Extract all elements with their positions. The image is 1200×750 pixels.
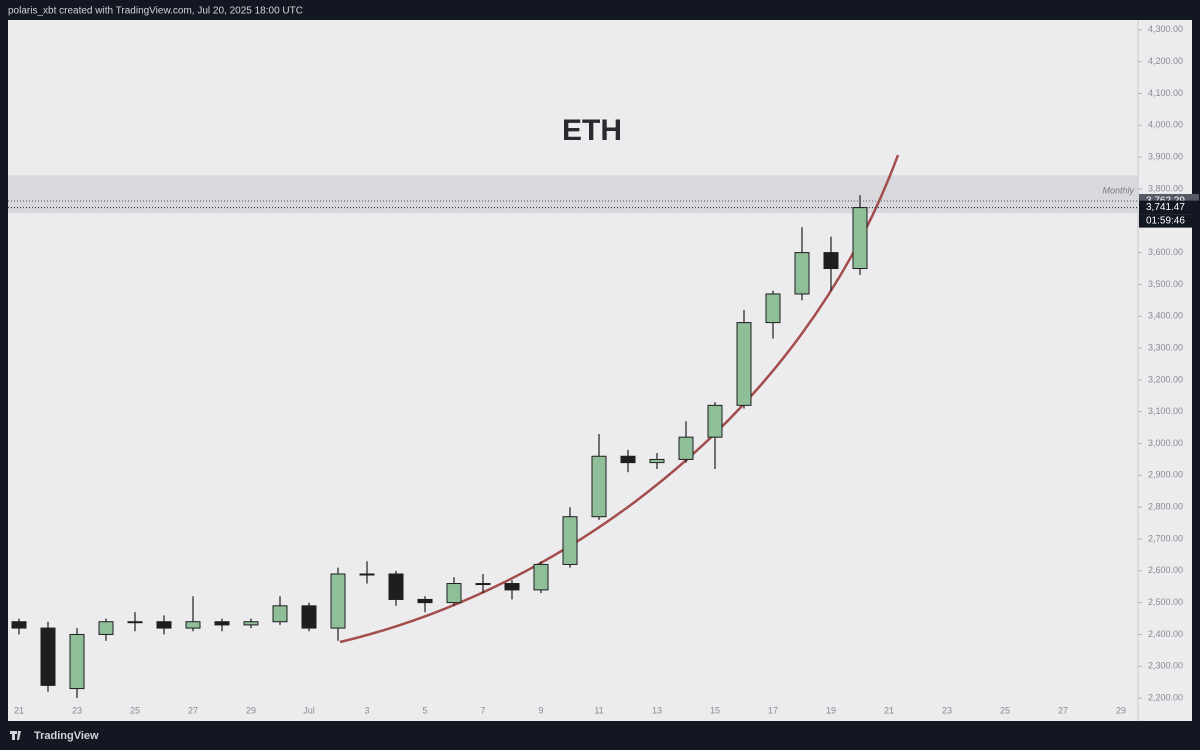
y-tick-label: 4,200.00 (1148, 56, 1183, 66)
x-tick-label: Jul (303, 705, 315, 715)
resistance-zone (8, 175, 1138, 214)
candle-body (794, 252, 810, 295)
candle-body (765, 293, 781, 324)
y-tick-label: 3,100.00 (1148, 406, 1183, 416)
candle-body (562, 516, 578, 565)
candle-body (243, 621, 259, 626)
footer-brand: TradingView (34, 730, 99, 742)
candle-body (301, 605, 317, 629)
x-tick-label: 9 (538, 705, 543, 715)
plot-background (8, 20, 1192, 721)
candle-body (533, 563, 549, 591)
countdown-tag (1139, 214, 1199, 228)
y-tick-label: 2,800.00 (1148, 502, 1183, 512)
y-tick-label: 3,400.00 (1148, 311, 1183, 321)
candle-body (272, 605, 288, 623)
price-tag-label: 3,741.47 (1146, 202, 1185, 213)
x-tick-label: 23 (942, 705, 952, 715)
candle-body (330, 573, 346, 629)
x-tick-label: 25 (1000, 705, 1010, 715)
chart-layer: 2,200.00 2,300.00 2,400.00 2,500.00 2,600.00… (8, 24, 1199, 715)
candle-body (417, 598, 433, 604)
candle-body (707, 404, 723, 438)
y-tick-label: 3,500.00 (1148, 279, 1183, 289)
x-tick-label: 27 (1058, 705, 1068, 715)
candle-body (69, 633, 85, 690)
candle-body (40, 627, 56, 686)
candle-body (359, 573, 375, 576)
y-tick-label: 3,600.00 (1148, 247, 1183, 257)
x-tick-label: 3 (364, 705, 369, 715)
x-tick-label: 21 (884, 705, 894, 715)
candle-body (620, 455, 636, 464)
x-tick-label: 27 (188, 705, 198, 715)
x-tick-label: 5 (422, 705, 427, 715)
parabolic-curve (339, 154, 900, 644)
y-tick-label: 2,200.00 (1148, 692, 1183, 702)
x-tick-label: 19 (826, 705, 836, 715)
x-tick-label: 25 (130, 705, 140, 715)
y-tick-label: 3,300.00 (1148, 342, 1183, 352)
x-tick-label: 29 (1116, 705, 1126, 715)
x-tick-label: 21 (14, 705, 24, 715)
x-tick-label: 7 (480, 705, 485, 715)
candle-body (98, 621, 114, 635)
candle-body (185, 621, 201, 629)
candle-body (127, 621, 143, 624)
candle-body (678, 436, 694, 460)
x-tick-label: 13 (652, 705, 662, 715)
candle-body (649, 458, 665, 464)
candle-body (156, 621, 172, 629)
price-line-name: Monthly (1102, 185, 1134, 195)
y-tick-label: 4,100.00 (1148, 88, 1183, 98)
x-tick-label: 11 (594, 705, 603, 715)
y-tick-label: 4,000.00 (1148, 120, 1183, 130)
x-tick-label: 17 (768, 705, 778, 715)
y-tick-label: 2,400.00 (1148, 629, 1183, 639)
candle-body (388, 573, 404, 600)
candle-body (736, 322, 752, 406)
candle-body (504, 583, 520, 591)
candle-body (214, 621, 230, 626)
x-tick-label: 29 (246, 705, 256, 715)
price-tag (1139, 200, 1199, 215)
y-tick-label: 2,300.00 (1148, 661, 1183, 671)
brand-logo (10, 731, 21, 740)
candle-body (591, 455, 607, 518)
candle-body (852, 207, 868, 270)
candle-body (475, 583, 491, 586)
candle-body (446, 583, 462, 604)
y-tick-label: 2,500.00 (1148, 597, 1183, 607)
y-tick-label: 3,800.00 (1148, 183, 1183, 193)
x-tick-label: 23 (72, 705, 82, 715)
candle-body (823, 252, 839, 270)
chart-title: ETH (562, 114, 622, 147)
y-tick-label: 3,200.00 (1148, 374, 1183, 384)
y-tick-label: 3,000.00 (1148, 438, 1183, 448)
header-caption: polaris_xbt created with TradingView.com… (8, 6, 303, 17)
y-tick-label: 2,700.00 (1148, 533, 1183, 543)
y-tick-label: 3,900.00 (1148, 152, 1183, 162)
y-tick-label: 2,900.00 (1148, 470, 1183, 480)
y-tick-label: 2,600.00 (1148, 565, 1183, 575)
countdown-label: 01:59:46 (1146, 216, 1185, 227)
candle-body (11, 621, 27, 629)
x-tick-label: 15 (710, 705, 720, 715)
y-tick-label: 4,300.00 (1148, 24, 1183, 34)
